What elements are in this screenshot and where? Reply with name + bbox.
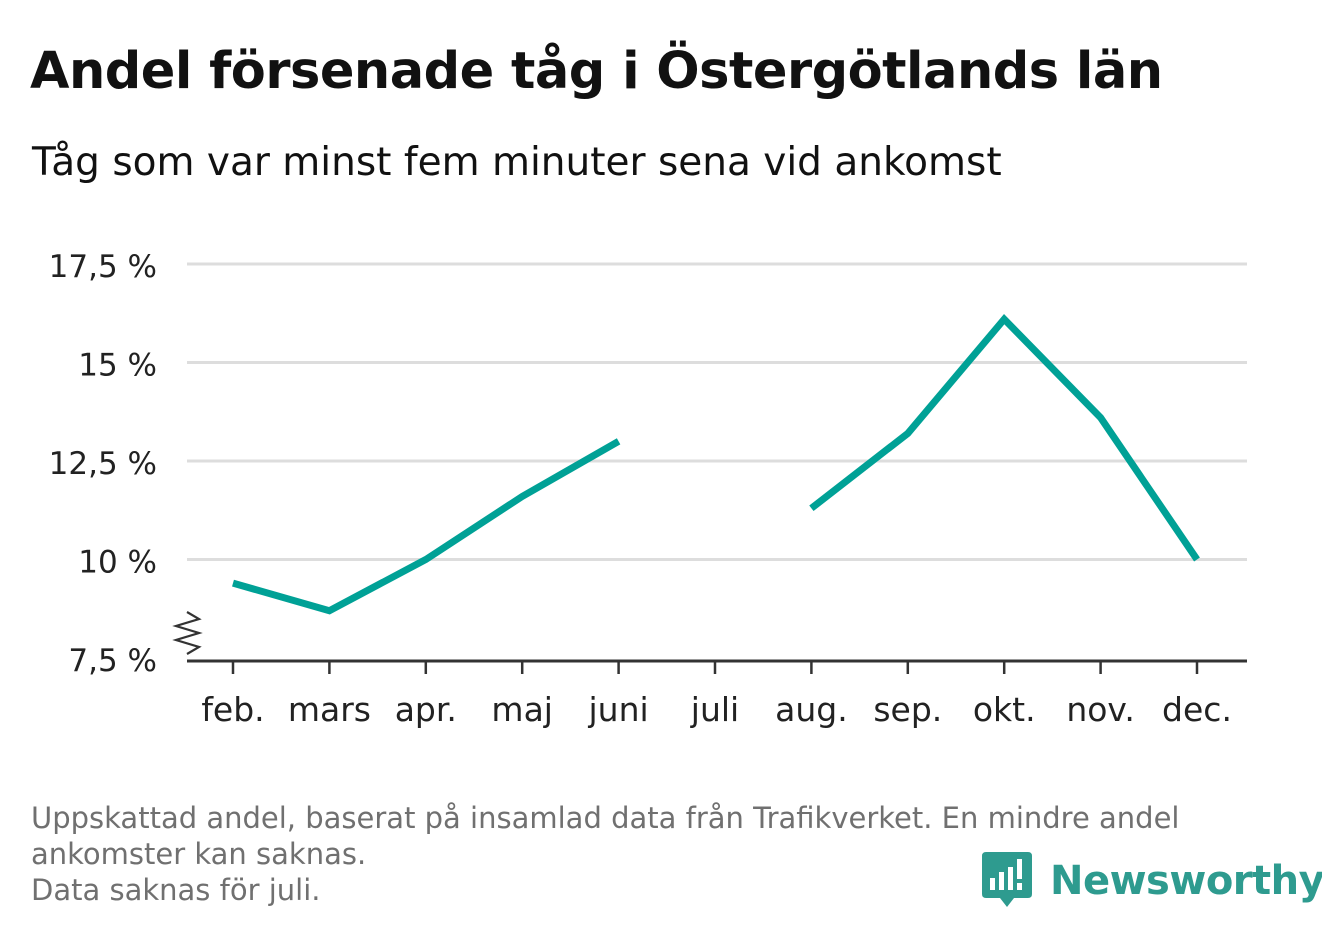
x-tick-label: sep. — [873, 690, 942, 729]
footnote-line: Data saknas för juli. — [31, 873, 321, 907]
x-tick-label: juni — [588, 690, 649, 729]
chart-title: Andel försenade tåg i Östergötlands län — [30, 42, 1163, 101]
x-tick-label: juli — [690, 690, 739, 729]
y-tick-label: 10 % — [78, 545, 157, 581]
line-chart: 7,5 % 10 % 12,5 % 15 % 17,5 % feb. mars apr. ma… — [49, 249, 1247, 729]
series-lines — [232, 313, 1200, 615]
y-tick-label: 15 % — [78, 348, 157, 384]
y-tick-label: 12,5 % — [49, 446, 157, 482]
x-axis: feb. mars apr. maj juni juli aug. sep. okt. nov. d… — [187, 659, 1247, 729]
chart-subtitle: Tåg som var minst fem minuter sena vid a… — [32, 140, 1002, 185]
x-tick-label: maj — [491, 690, 553, 729]
x-tick-label: dec. — [1162, 690, 1232, 729]
y-axis: 7,5 % 10 % 12,5 % 15 % 17,5 % — [49, 249, 203, 679]
x-tick-label: okt. — [973, 690, 1036, 729]
x-tick-label: nov. — [1066, 690, 1135, 729]
axis-break-icon — [172, 611, 203, 655]
series-line — [232, 438, 621, 615]
footnote-line: Uppskattad andel, baserat på insamlad da… — [31, 801, 1180, 835]
y-tick-label: 17,5 % — [49, 249, 157, 285]
brand-name: Newsworthy — [1050, 858, 1322, 904]
footnote-line: ankomster kan saknas. — [31, 837, 367, 871]
x-tick-label: feb. — [201, 690, 264, 729]
bar-chart-speech-bubble-icon — [980, 848, 1034, 914]
x-tick-label: aug. — [775, 690, 848, 729]
y-tick-label: 7,5 % — [68, 643, 157, 679]
gridlines — [187, 262, 1247, 561]
x-tick-label: apr. — [395, 690, 457, 729]
footnote: Uppskattad andel, baserat på insamlad da… — [31, 800, 1281, 908]
x-tick-label: mars — [288, 690, 371, 729]
series-line — [809, 313, 1200, 562]
newsworthy-logo[interactable]: Newsworthy — [980, 848, 1322, 914]
